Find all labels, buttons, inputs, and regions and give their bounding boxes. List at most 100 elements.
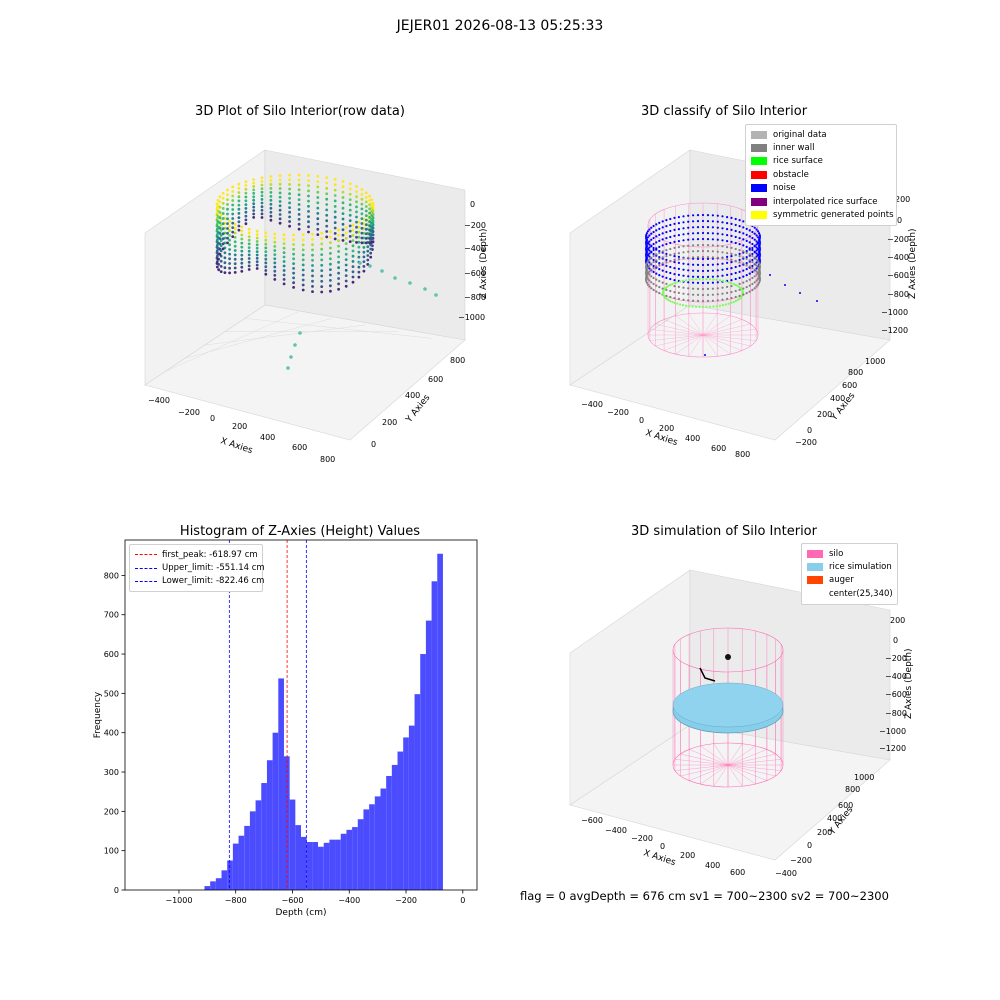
y-tick: 800: [450, 356, 465, 365]
panel4-title: 3D simulation of Silo Interior: [631, 524, 817, 539]
x-tick: −600: [581, 816, 603, 825]
y-tick: 1000: [865, 357, 885, 366]
histogram-bar: [391, 764, 398, 890]
x-tick-label: −600: [281, 896, 303, 905]
histogram-legend: first_peak: -618.97 cm Upper_limit: -551.…: [129, 544, 265, 593]
legend-swatch: [751, 157, 767, 166]
legend-item: auger: [807, 574, 892, 587]
y-tick-label: 200: [104, 807, 119, 816]
legend-item: Upper_limit: -551.14 cm: [135, 561, 265, 574]
panel1-axes-box: [144, 149, 466, 441]
legend-swatch: [751, 211, 767, 220]
x-tick-label: 0: [460, 896, 465, 905]
z-tick: 200: [895, 195, 910, 204]
y-tick: 400: [827, 814, 842, 823]
histogram-bar: [221, 870, 228, 890]
y-tick-label: 0: [114, 886, 119, 895]
legend-label: interpolated rice surface: [773, 196, 878, 207]
legend-item: Lower_limit: -822.46 cm: [135, 575, 264, 588]
histogram-bar: [278, 678, 284, 890]
z-tick: 0: [893, 636, 898, 645]
panel1-axis-ticks: −400 −200 0 200 400 600 800 0 200 400 60…: [148, 200, 486, 464]
z-tick: −600: [464, 269, 486, 278]
y-tick: 600: [428, 375, 443, 384]
histogram-bar: [318, 846, 324, 890]
y-tick: 1000: [854, 773, 874, 782]
panel2-axis-ticks: −400 −200 0 200 400 600 800 −200 0 200 4…: [581, 195, 910, 459]
histogram-bar: [227, 860, 233, 890]
legend-label: rice simulation: [829, 562, 892, 573]
legend-item: symmetric generated points: [751, 208, 894, 221]
plot-frame: [124, 539, 478, 891]
legend-label: noise: [773, 183, 796, 194]
panel2-legend: original data inner wall rice surface obsta…: [745, 124, 897, 226]
x-tick: 0: [210, 414, 215, 423]
x-tick: 200: [232, 422, 247, 431]
x-tick: −400: [581, 400, 603, 409]
histogram-bar: [283, 756, 290, 890]
panel4-3d-plot: −600 −400 −200 0 200 400 600 −400 −200 0…: [569, 569, 914, 878]
histogram-bar: [295, 825, 301, 890]
x-tick: 800: [320, 455, 335, 464]
x-axis-label: X Axies: [642, 848, 677, 868]
x-tick: 200: [659, 424, 674, 433]
histogram-bar: [414, 694, 421, 890]
legend-label: auger: [829, 575, 854, 586]
y-tick: −200: [790, 856, 812, 865]
x-tick: 800: [735, 450, 750, 459]
z-tick: −800: [464, 293, 486, 302]
x-axis-label: X Axies: [219, 436, 254, 456]
histogram-bar: [403, 737, 409, 890]
legend-swatch: [807, 576, 823, 585]
legend-label: Lower_limit: -822.46 cm: [162, 576, 265, 587]
y-tick-label: 100: [104, 847, 119, 856]
legend-label: Upper_limit: -551.14 cm: [162, 563, 265, 574]
z-tick: −400: [887, 253, 909, 262]
histogram-bar: [323, 842, 330, 890]
x-tick: 400: [260, 433, 275, 442]
histogram-bar: [255, 800, 262, 890]
legend-swatch: [751, 184, 767, 193]
x-tick-label: −1000: [165, 896, 192, 905]
histogram-bar: [238, 835, 245, 890]
histogram-bar: [352, 827, 358, 890]
legend-label: obstacle: [773, 169, 809, 180]
z-tick: −1000: [881, 308, 908, 317]
legend-item: interpolated rice surface: [751, 195, 891, 208]
histogram-bar: [431, 581, 438, 890]
z-tick: −800: [887, 290, 909, 299]
x-tick-label: −400: [338, 896, 360, 905]
legend-item: inner wall: [751, 141, 891, 154]
histogram-chart: −1000 −800 −600 −400 −200 0 0 100 200 300 400 500 60…: [93, 539, 478, 918]
z-tick: 200: [890, 616, 905, 625]
histogram-bar: [215, 878, 222, 890]
x-tick: −200: [631, 834, 653, 843]
y-tick: −200: [795, 438, 817, 447]
z-axis-label: Z Axies (Depth): [904, 648, 914, 719]
histogram-bar: [266, 760, 273, 890]
x-tick: −400: [605, 826, 627, 835]
x-tick: 400: [685, 434, 700, 443]
legend-item: noise: [751, 182, 891, 195]
figure-title: JEJER01 2026-08-13 05:25:33: [396, 18, 604, 34]
legend-swatch: [807, 563, 823, 572]
y-tick: −400: [775, 869, 797, 878]
y-tick: 200: [382, 418, 397, 427]
z-tick: 0: [897, 216, 902, 225]
z-tick: −1200: [879, 744, 906, 753]
x-tick: 600: [711, 444, 726, 453]
histogram-bar: [335, 839, 341, 890]
y-tick: 600: [838, 801, 853, 810]
y-tick-label: 300: [104, 768, 119, 777]
histogram-bar: [210, 881, 216, 890]
histogram-bar: [386, 775, 392, 890]
y-tick: 400: [830, 394, 845, 403]
y-tick: 800: [845, 785, 860, 794]
legend-swatch: [751, 170, 767, 179]
histogram-bar: [204, 886, 211, 890]
legend-label: rice surface: [773, 156, 823, 167]
z-tick: −200: [885, 654, 907, 663]
legend-label: first_peak: -618.97 cm: [162, 549, 258, 560]
panel1-title: 3D Plot of Silo Interior(row data): [195, 104, 405, 119]
y-tick-label: 400: [104, 729, 119, 738]
